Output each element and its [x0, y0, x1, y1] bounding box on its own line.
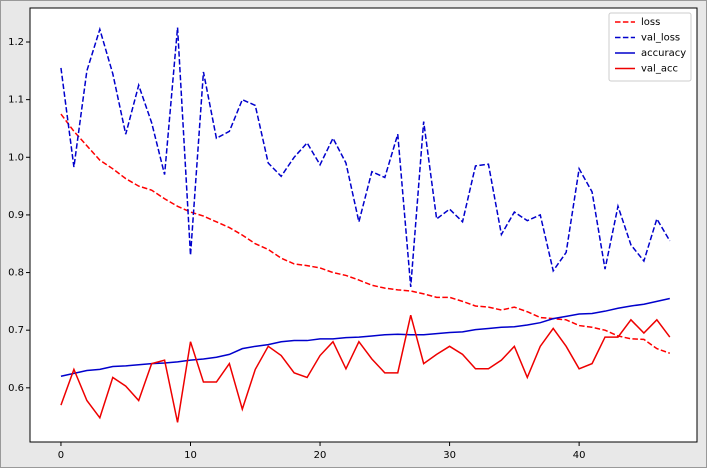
legend-label: loss: [641, 17, 660, 28]
legend-label: val_loss: [641, 33, 680, 44]
series-line: [60, 297, 670, 378]
y-tick-label: 0.8: [8, 268, 24, 279]
plot-area: [30, 8, 697, 442]
x-tick-label: 40: [573, 450, 586, 461]
y-tick-label: 1.0: [8, 152, 24, 163]
series-line: [60, 315, 671, 423]
series-line: [60, 26, 671, 288]
series-line: [60, 113, 671, 354]
y-tick-label: 0.7: [8, 325, 24, 336]
x-tick-label: 10: [184, 450, 197, 461]
legend-box: [608, 12, 692, 82]
y-tick-label: 1.2: [8, 37, 24, 48]
x-tick-label: 30: [443, 450, 456, 461]
y-tick-label: 1.1: [8, 95, 24, 106]
legend-label: accuracy: [641, 48, 686, 59]
axes-frame: [29, 7, 698, 443]
y-tick-label: 0.6: [8, 383, 24, 394]
legend-label: val_acc: [641, 64, 678, 75]
y-tick-label: 0.9: [8, 210, 24, 221]
x-tick-label: 0: [58, 450, 64, 461]
x-tick-label: 20: [314, 450, 327, 461]
